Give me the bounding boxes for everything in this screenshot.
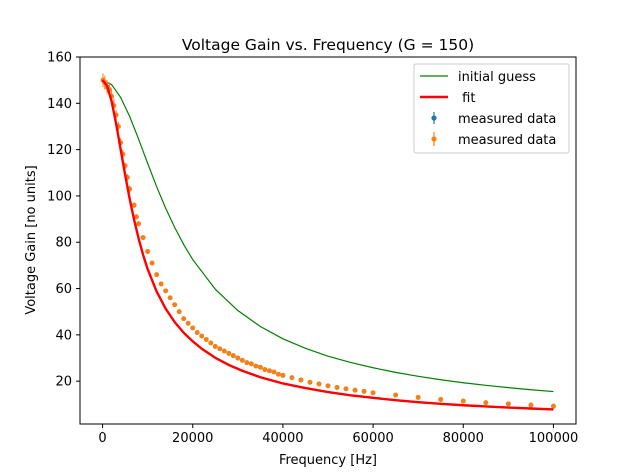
legend-marker-measured-2 <box>431 136 437 142</box>
y-axis-label: Voltage Gain [no units] <box>24 165 39 314</box>
legend-frame <box>413 63 570 154</box>
data-point-measured-2 <box>393 392 399 398</box>
data-point-measured-2 <box>176 309 182 315</box>
data-point-measured-2 <box>230 353 236 359</box>
data-point-measured-2 <box>244 360 250 366</box>
data-point-measured-2 <box>212 344 218 349</box>
y-axis: 20 40 60 80 100 120 140 160 <box>47 51 80 390</box>
legend: initial guess fit measured data measured… <box>413 63 570 154</box>
legend-entry-measured-data-2: measured data <box>431 132 556 148</box>
data-point-measured-2 <box>307 379 313 385</box>
x-tick-label: 80000 <box>443 431 484 446</box>
data-point-measured-2 <box>325 383 331 389</box>
data-point-measured-2 <box>528 402 534 408</box>
y-tick-label: 160 <box>47 51 72 66</box>
data-point-measured-2 <box>235 355 241 361</box>
data-point-measured-2 <box>217 346 223 352</box>
series-layer <box>100 73 556 411</box>
data-point-measured-2 <box>276 371 281 377</box>
data-point-measured-2 <box>181 316 187 322</box>
plot-area <box>79 56 577 425</box>
x-tick-label: 40000 <box>262 431 303 446</box>
data-point-measured-2 <box>145 249 151 254</box>
x-axis-label: Frequency [Hz] <box>279 453 377 468</box>
data-point-measured-2 <box>149 260 155 266</box>
series-line-initial-guess <box>102 79 554 393</box>
data-point-measured-2 <box>136 221 142 227</box>
legend-entry-fit: fit <box>420 91 475 106</box>
data-point-measured-2 <box>460 398 466 404</box>
data-point-measured-2 <box>370 390 376 396</box>
y-tick-label: 60 <box>55 282 72 297</box>
data-point-measured-2 <box>203 337 209 342</box>
y-tick-label: 100 <box>47 189 72 204</box>
data-point-measured-2 <box>158 281 164 287</box>
y-tick-label: 140 <box>47 97 72 112</box>
data-point-measured-2 <box>190 325 196 331</box>
data-point-measured-2 <box>185 320 191 326</box>
data-point-measured-2 <box>298 377 304 383</box>
y-tick-label: 20 <box>55 375 72 390</box>
data-point-measured-2 <box>154 272 160 278</box>
data-point-measured-2 <box>140 235 146 241</box>
legend-label-initial-guess: initial guess <box>458 70 536 85</box>
data-point-measured-2 <box>505 401 511 407</box>
data-point-measured-2 <box>208 340 214 346</box>
data-point-measured-2 <box>343 386 349 392</box>
x-tick-label: 20000 <box>172 431 213 446</box>
data-point-measured-2 <box>199 333 205 339</box>
chart-title: Voltage Gain vs. Frequency (G = 150) <box>182 36 474 54</box>
data-point-measured-2 <box>271 369 277 375</box>
data-point-measured-2 <box>262 367 268 372</box>
data-point-measured-2 <box>334 385 340 390</box>
data-point-measured-2 <box>163 288 169 294</box>
data-point-measured-2 <box>239 357 245 363</box>
legend-label-measured-data-1: measured data <box>458 112 556 127</box>
data-point-measured-2 <box>253 363 259 369</box>
data-point-measured-2 <box>483 400 489 406</box>
data-point-measured-2 <box>131 202 137 208</box>
data-point-measured-2 <box>361 388 367 394</box>
data-point-measured-2 <box>266 368 272 374</box>
axes-frame <box>79 56 577 425</box>
data-point-measured-2 <box>415 394 421 400</box>
x-tick-label: 0 <box>98 431 106 446</box>
x-tick-label: 60000 <box>352 431 393 446</box>
data-point-measured-2 <box>194 330 200 335</box>
data-point-measured-2 <box>289 375 295 381</box>
data-point-measured-2 <box>248 361 254 367</box>
data-point-measured-2 <box>167 295 173 301</box>
series-line-fit <box>101 79 554 411</box>
y-tick-label: 40 <box>55 328 72 343</box>
x-tick-label: 100000 <box>529 431 579 446</box>
legend-marker-measured-1 <box>431 115 437 121</box>
data-point-measured-2 <box>257 364 263 370</box>
data-point-measured-2 <box>133 214 139 220</box>
data-point-measured-2 <box>280 372 286 378</box>
y-tick-label: 80 <box>55 236 72 251</box>
legend-label-measured-data-2: measured data <box>458 133 556 148</box>
legend-entry-measured-data-1: measured data <box>431 112 556 127</box>
y-tick-label: 120 <box>47 143 72 158</box>
data-point-measured-2 <box>438 397 444 402</box>
data-point-measured-2 <box>221 348 227 354</box>
data-point-measured-2 <box>551 403 556 409</box>
legend-entry-initial-guess: initial guess <box>420 70 536 85</box>
data-point-measured-2 <box>226 350 232 356</box>
data-point-measured-2 <box>316 381 322 387</box>
legend-label-fit: fit <box>458 91 475 106</box>
data-point-measured-2 <box>172 302 178 308</box>
x-axis: 0 20000 40000 60000 80000 100000 <box>98 424 578 446</box>
data-point-measured-2 <box>352 387 358 393</box>
